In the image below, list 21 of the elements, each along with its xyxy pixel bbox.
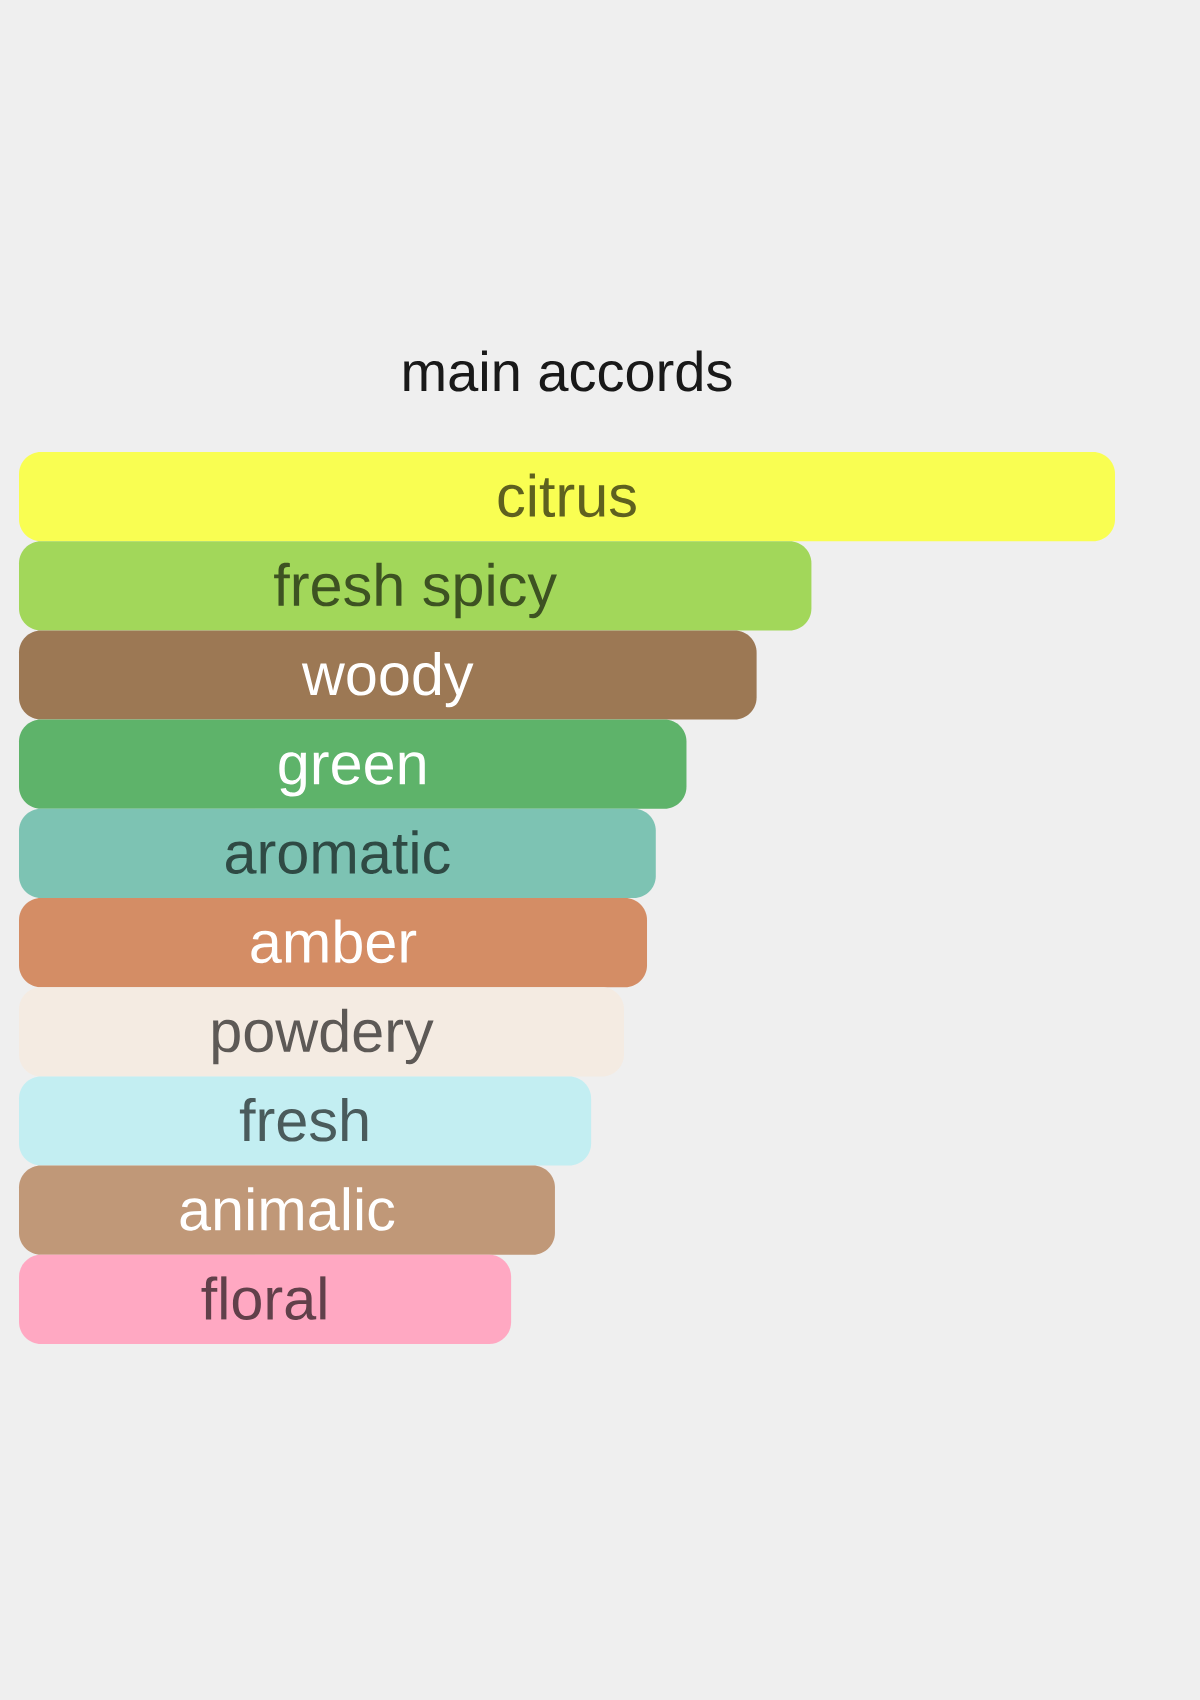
bar xyxy=(19,1165,555,1255)
bar xyxy=(19,719,687,809)
bar xyxy=(19,1254,512,1344)
y-tick-label: powdery xyxy=(213,1008,434,1065)
y-tick-label: fresh spicy xyxy=(274,562,557,619)
bar xyxy=(19,808,656,898)
bar xyxy=(19,987,624,1077)
y-tick-label: citrus xyxy=(498,473,636,518)
y-tick-label: green xyxy=(279,752,425,797)
bar xyxy=(19,630,757,720)
bar xyxy=(19,898,648,988)
y-tick-label: fresh xyxy=(239,1097,368,1142)
chart-title: main accords xyxy=(404,350,732,392)
bar xyxy=(19,452,1116,542)
y-tick-label: aromatic xyxy=(226,830,450,874)
y-tick-label: floral xyxy=(201,1276,326,1320)
y-tick-label: animalic xyxy=(180,1187,395,1231)
y-tick-label: amber xyxy=(251,919,417,964)
bar xyxy=(19,541,812,631)
bar xyxy=(19,1076,592,1166)
y-tick-label: woody xyxy=(301,651,474,708)
